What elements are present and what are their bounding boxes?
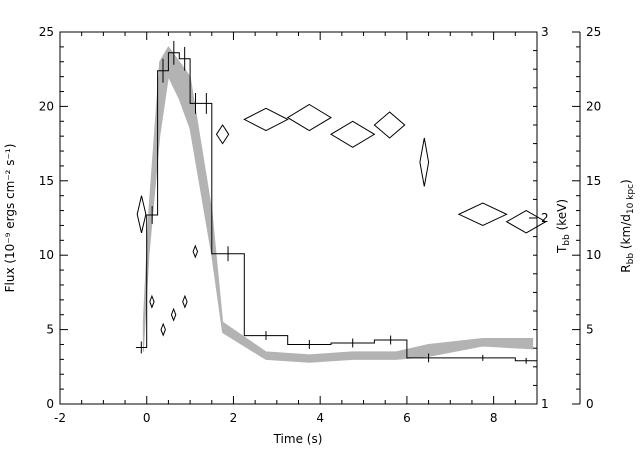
radius-tick-label: 25: [586, 25, 601, 39]
x-tick-label: 6: [403, 411, 411, 425]
radius-axis-title-subscript: bb: [626, 253, 636, 265]
radius-axis-title-unit: (km/d: [619, 214, 633, 253]
flux-tick-label: 15: [39, 174, 54, 188]
flux-tick-label: 5: [46, 323, 54, 337]
radius-axis-title-close: ): [619, 179, 633, 184]
radius-tick-label: 20: [586, 99, 601, 113]
x-tick-label: 2: [230, 411, 238, 425]
x-tick-label: 0: [143, 411, 151, 425]
temperature-diamond: [505, 210, 547, 234]
temperature-diamond: [457, 202, 508, 226]
temperature-tick-label: 1: [541, 397, 549, 411]
temperature-axis-title-unit: (keV): [555, 199, 569, 234]
flux-step-layer: [135, 40, 537, 364]
temperature-diamond: [136, 195, 147, 234]
temperature-diamond: [170, 307, 177, 322]
ticks-layer: [59, 31, 580, 405]
x-tick-label: 4: [316, 411, 324, 425]
temperature-tick-label: 3: [541, 25, 549, 39]
temperature-diamond: [182, 294, 188, 309]
flux-tick-label: 25: [39, 25, 54, 39]
temperature-diamond-layer: [136, 103, 547, 337]
temperature-diamond: [286, 103, 332, 132]
temperature-diamond: [149, 294, 155, 309]
temperature-diamond: [215, 124, 230, 145]
temperature-diamond: [160, 322, 166, 337]
temperature-diamond: [330, 120, 376, 148]
flux-tick-label: 0: [46, 397, 54, 411]
temperature-axis-title-subscript: bb: [562, 234, 572, 246]
radius-tick-label: 5: [586, 323, 594, 337]
temperature-diamond: [243, 107, 289, 132]
flux-tick-label: 20: [39, 99, 54, 113]
x-axis-title: Time (s): [273, 432, 323, 446]
radius-tick-label: 0: [586, 397, 594, 411]
temperature-tick-label: 2: [541, 211, 549, 225]
radius-axis-title-unit-subscript: 10 kpc: [626, 184, 636, 214]
x-tick-label: 8: [490, 411, 498, 425]
flux-axis-title: Flux (10⁻⁹ ergs cm⁻² s⁻¹): [3, 144, 17, 293]
temperature-diamond: [192, 244, 199, 259]
flux-tick-label: 10: [39, 248, 54, 262]
radius-tick-label: 15: [586, 174, 601, 188]
radius-tick-label: 10: [586, 248, 601, 262]
temperature-diamond: [373, 111, 406, 139]
temperature-diamond: [419, 137, 430, 187]
x-tick-label: -2: [54, 411, 66, 425]
